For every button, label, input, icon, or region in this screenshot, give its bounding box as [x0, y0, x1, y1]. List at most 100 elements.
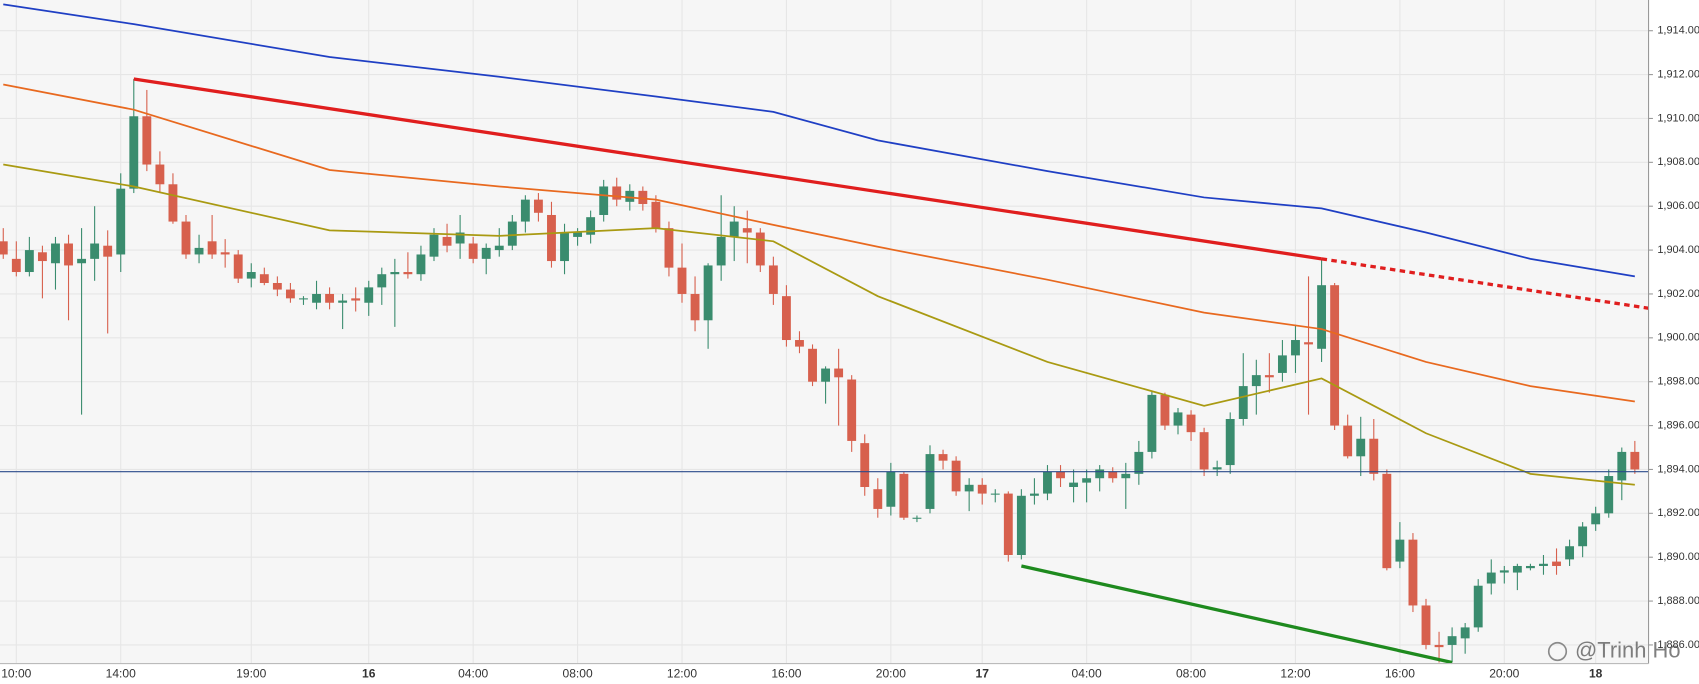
candle-body: [285, 289, 295, 299]
candle-body: [612, 186, 622, 200]
y-tick-label: 1,912.00: [1657, 68, 1699, 80]
y-tick-label: 1,910.00: [1657, 112, 1699, 124]
y-tick-label: 1,914.00: [1657, 25, 1699, 37]
candle-body: [664, 228, 674, 268]
candle-body: [64, 243, 73, 266]
x-tick-label: 12:00: [1280, 667, 1310, 681]
moving-average-line: [3, 83, 1635, 403]
candle-body: [547, 214, 556, 262]
candle-body: [560, 232, 569, 262]
watermark-text: @Trinh Ho: [1575, 637, 1680, 662]
y-tick-label: 1,896.00: [1657, 419, 1699, 431]
candle-body: [886, 471, 896, 507]
candle-body: [194, 247, 204, 255]
candle-body: [1147, 394, 1157, 452]
candle-body: [233, 254, 243, 279]
candle-body: [364, 287, 374, 303]
y-tick-label: 1,886.00: [1657, 639, 1699, 651]
candle-body: [11, 258, 21, 273]
candle-body: [468, 243, 478, 259]
grid: [0, 0, 1649, 664]
candle-body: [1604, 476, 1614, 514]
candle-body: [1069, 482, 1079, 488]
candle-body: [1434, 644, 1444, 648]
candle-body: [1512, 565, 1522, 573]
watermark: @Trinh Ho: [1547, 637, 1681, 662]
candle-body: [795, 340, 804, 347]
candle-body: [1264, 375, 1274, 378]
candle-body: [520, 199, 530, 222]
candle-body: [299, 298, 308, 300]
candle-body: [1369, 438, 1379, 474]
candle-body: [1173, 412, 1183, 426]
candle-body: [1552, 561, 1561, 566]
candle-body: [742, 228, 752, 233]
candle-body: [142, 116, 152, 165]
candle-body: [1408, 539, 1418, 606]
candle-body: [116, 188, 126, 255]
candle-body: [677, 267, 687, 294]
candle-body: [1212, 467, 1222, 470]
moving-average-line: [3, 3, 1635, 278]
candle-body: [1317, 285, 1327, 349]
candle-body: [703, 265, 713, 321]
candle-body: [977, 484, 987, 494]
candle-body: [155, 164, 165, 185]
candle-body: [181, 221, 191, 255]
candle-body: [1460, 627, 1470, 639]
x-tick-label: 10:00: [1, 667, 31, 681]
candle-body: [755, 232, 765, 266]
x-tick-label: 12:00: [667, 667, 697, 681]
candle-body: [246, 272, 256, 279]
candle-body: [37, 252, 47, 262]
candle-body: [220, 252, 230, 255]
watermark-icon: [1547, 641, 1568, 662]
marks: [0, 3, 1649, 665]
candle-body: [1108, 471, 1118, 479]
candle-body: [533, 199, 543, 213]
candle-body: [912, 517, 922, 519]
candle-body: [951, 460, 961, 492]
candle-body: [455, 232, 465, 244]
candle-body: [325, 293, 335, 303]
candle-body: [990, 493, 1000, 495]
plot-background: [0, 0, 1649, 664]
candle-body: [1304, 342, 1313, 345]
candle-body: [351, 298, 361, 301]
candle-body: [1356, 438, 1366, 457]
x-tick-label: 16:00: [771, 667, 801, 681]
candle-body: [716, 236, 726, 266]
candle-body: [1343, 425, 1353, 457]
y-tick-label: 1,900.00: [1657, 332, 1699, 344]
candle-body: [442, 236, 452, 246]
candle-body: [1421, 605, 1431, 645]
x-tick-label: 04:00: [458, 667, 488, 681]
candle-body: [1186, 414, 1196, 433]
candle-body: [390, 272, 400, 275]
candle-body: [103, 245, 113, 257]
candle-body: [1016, 495, 1026, 556]
candle-body: [651, 201, 661, 229]
x-tick-label: 08:00: [563, 667, 593, 681]
x-tick-label: 20:00: [876, 667, 906, 681]
candle-body: [1043, 471, 1052, 494]
candle-body: [1121, 473, 1131, 479]
x-tick-label: 18: [1589, 667, 1603, 681]
candle-body: [938, 454, 948, 461]
candle-body: [1251, 375, 1261, 387]
candle-body: [507, 221, 517, 246]
candle-body: [416, 254, 426, 275]
candle-body: [925, 454, 935, 509]
candle-body: [781, 296, 791, 341]
candle-body: [1617, 451, 1627, 481]
candle-body: [1199, 432, 1209, 470]
y-tick-label: 1,904.00: [1657, 244, 1699, 256]
x-tick-label: 16:00: [1385, 667, 1415, 681]
candle-body: [338, 300, 348, 303]
candle-body: [729, 221, 739, 237]
candle-body: [1447, 636, 1457, 645]
candle-body: [403, 272, 413, 275]
candle-body: [964, 484, 974, 492]
y-tick-label: 1,908.00: [1657, 156, 1699, 168]
